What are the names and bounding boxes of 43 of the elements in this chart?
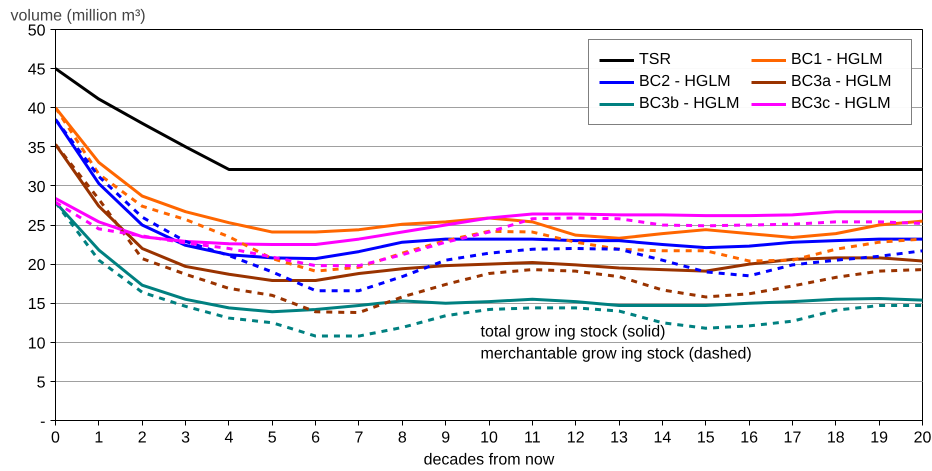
x-tick-label: 9 bbox=[441, 430, 450, 446]
x-tick-label: 6 bbox=[311, 430, 320, 446]
x-tick-label: 20 bbox=[914, 430, 932, 446]
y-tick-label: 45 bbox=[28, 62, 46, 79]
x-tick-label: 8 bbox=[398, 430, 407, 446]
annotation: total grow ing stock (solid) bbox=[480, 324, 666, 340]
y-tick-label: - bbox=[40, 414, 46, 430]
x-tick-label: 5 bbox=[268, 430, 277, 446]
x-tick-label: 3 bbox=[181, 430, 190, 446]
y-axis-title: volume (million m³) bbox=[10, 8, 146, 24]
legend-label: BC1 - HGLM bbox=[791, 51, 884, 69]
legend-label: BC3a - HGLM bbox=[791, 73, 892, 91]
y-tick-label: 10 bbox=[28, 335, 46, 352]
x-tick-label: 16 bbox=[740, 430, 758, 446]
x-tick-label: 11 bbox=[524, 430, 541, 446]
x-tick-label: 2 bbox=[138, 430, 147, 446]
y-tick-label: 25 bbox=[28, 218, 46, 235]
legend-label: BC3b - HGLM bbox=[639, 95, 740, 113]
y-tick-label: 15 bbox=[28, 296, 46, 314]
x-tick-label: 1 bbox=[94, 430, 104, 446]
x-tick-label: 7 bbox=[354, 430, 364, 446]
x-tick-label: 12 bbox=[566, 430, 585, 446]
x-tick-label: 19 bbox=[870, 430, 888, 446]
line-series bbox=[56, 200, 922, 268]
x-axis-title: decades from now bbox=[424, 452, 555, 468]
y-tick-label: 50 bbox=[28, 22, 46, 40]
x-tick-label: 10 bbox=[480, 430, 498, 446]
y-tick-label: 40 bbox=[28, 100, 46, 118]
y-tick-label: 5 bbox=[36, 374, 46, 392]
legend-label: BC3c - HGLM bbox=[791, 95, 892, 113]
x-tick-label: 0 bbox=[51, 430, 60, 446]
x-tick-label: 4 bbox=[224, 430, 234, 446]
y-tick-label: 30 bbox=[28, 178, 46, 196]
legend-label: TSR bbox=[639, 51, 672, 69]
x-tick-label: 15 bbox=[696, 430, 715, 446]
annotation: merchantable grow ing stock (dashed) bbox=[480, 346, 752, 362]
x-tick-label: 17 bbox=[784, 430, 802, 446]
x-tick-label: 13 bbox=[610, 430, 628, 446]
legend-label: BC2 - HGLM bbox=[639, 73, 732, 91]
y-tick-label: 20 bbox=[28, 257, 46, 274]
x-tick-label: 18 bbox=[826, 430, 845, 446]
x-tick-label: 14 bbox=[654, 430, 672, 446]
y-tick-label: 35 bbox=[28, 140, 46, 157]
